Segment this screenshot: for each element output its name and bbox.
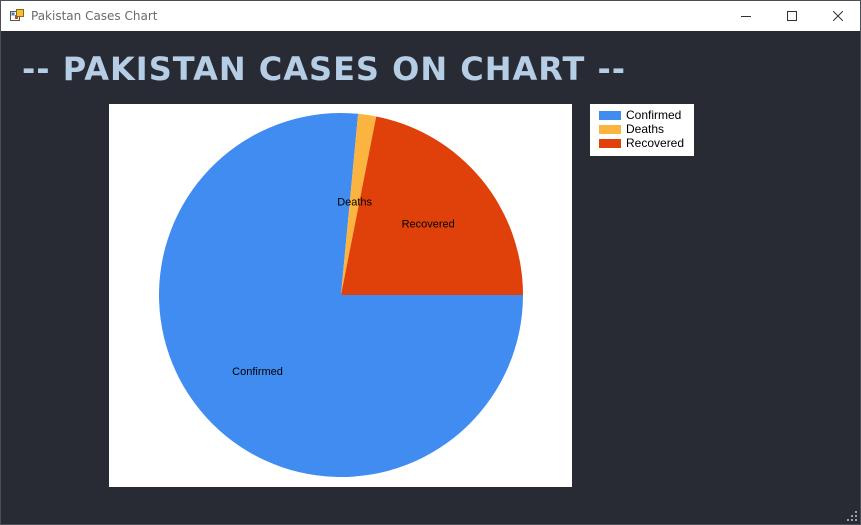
resize-grip-icon[interactable] (847, 511, 857, 521)
maximize-button[interactable] (769, 1, 815, 31)
pie-label-confirmed: Confirmed (232, 366, 283, 378)
app-window-icon (10, 9, 24, 21)
window-title: Pakistan Cases Chart (31, 9, 158, 23)
legend-swatch-recovered (599, 138, 621, 148)
legend-label-confirmed: Confirmed (626, 108, 682, 122)
pie-chart-canvas: Confirmed Deaths Recovered (159, 112, 523, 477)
pie-chart: Confirmed Deaths Recovered (109, 104, 572, 487)
client-area: -- PAKISTAN CASES ON CHART -- Confirmed D… (2, 32, 860, 524)
legend-label-deaths: Deaths (626, 122, 665, 136)
title-bar[interactable]: Pakistan Cases Chart (1, 1, 860, 31)
legend-swatch-confirmed (599, 110, 621, 120)
page-title: -- PAKISTAN CASES ON CHART -- (22, 50, 626, 88)
legend-item-deaths: Deaths (590, 122, 694, 136)
legend-swatch-deaths (599, 124, 621, 134)
close-icon (833, 11, 843, 21)
chart-legend: Confirmed Deaths Recovered (590, 104, 694, 156)
pie-label-deaths: Deaths (337, 196, 372, 208)
pie-slice-recovered (341, 116, 523, 295)
legend-item-confirmed: Confirmed (590, 108, 694, 122)
minimize-icon (741, 16, 751, 17)
pie-label-recovered: Recovered (402, 218, 455, 230)
minimize-button[interactable] (723, 1, 769, 31)
legend-item-recovered: Recovered (590, 136, 694, 150)
pie-slice-deaths (341, 113, 377, 295)
close-button[interactable] (815, 1, 861, 31)
legend-label-recovered: Recovered (626, 136, 685, 150)
maximize-icon (787, 11, 797, 21)
